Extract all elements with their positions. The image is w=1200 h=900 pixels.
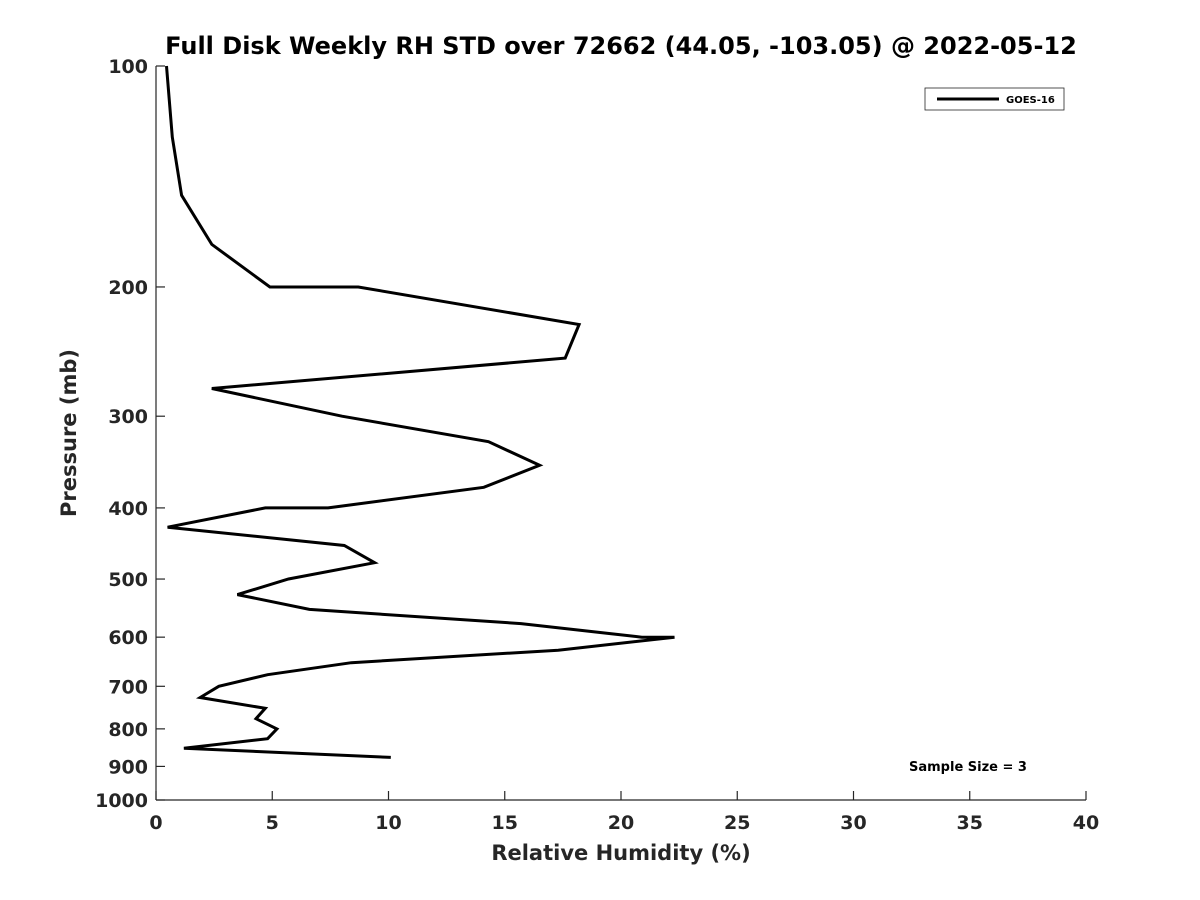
x-tick-label: 0 bbox=[149, 812, 162, 834]
y-tick-label: 900 bbox=[108, 756, 148, 778]
y-tick-label: 1000 bbox=[95, 790, 148, 812]
x-tick-label: 30 bbox=[840, 812, 866, 834]
x-tick-label: 20 bbox=[608, 812, 634, 834]
sample-size-annotation: Sample Size = 3 bbox=[909, 760, 1027, 775]
x-axis-ticks: 0 5 10 15 20 25 30 35 40 bbox=[149, 791, 1099, 834]
y-tick-label: 200 bbox=[108, 277, 148, 299]
legend-label-goes-16: GOES-16 bbox=[1006, 95, 1055, 106]
x-tick-label: 40 bbox=[1073, 812, 1099, 834]
x-axis-label: Relative Humidity (%) bbox=[491, 841, 750, 865]
y-tick-label: 100 bbox=[108, 56, 148, 78]
chart-title: Full Disk Weekly RH STD over 72662 (44.0… bbox=[165, 32, 1077, 60]
x-tick-label: 35 bbox=[957, 812, 983, 834]
y-tick-label: 800 bbox=[108, 719, 148, 741]
y-axis-label: Pressure (mb) bbox=[57, 349, 81, 517]
legend: GOES-16 bbox=[924, 87, 1065, 111]
y-tick-label: 400 bbox=[108, 498, 148, 520]
y-tick-label: 600 bbox=[108, 627, 148, 649]
y-tick-label: 500 bbox=[108, 569, 148, 591]
y-tick-label: 300 bbox=[108, 406, 148, 428]
y-axis-ticks: 100 200 300 400 500 600 700 800 900 1000 bbox=[95, 56, 165, 812]
plot-area bbox=[155, 66, 1086, 801]
x-tick-label: 5 bbox=[266, 812, 279, 834]
x-tick-label: 15 bbox=[492, 812, 518, 834]
series-line-goes-16 bbox=[165, 65, 675, 759]
series-layer bbox=[165, 65, 675, 759]
x-tick-label: 25 bbox=[724, 812, 750, 834]
x-tick-label: 10 bbox=[375, 812, 401, 834]
y-tick-label: 700 bbox=[108, 676, 148, 698]
